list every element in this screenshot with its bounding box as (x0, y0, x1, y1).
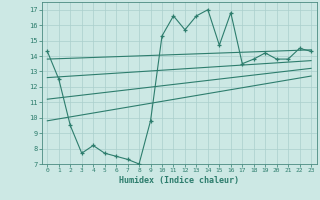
X-axis label: Humidex (Indice chaleur): Humidex (Indice chaleur) (119, 176, 239, 185)
